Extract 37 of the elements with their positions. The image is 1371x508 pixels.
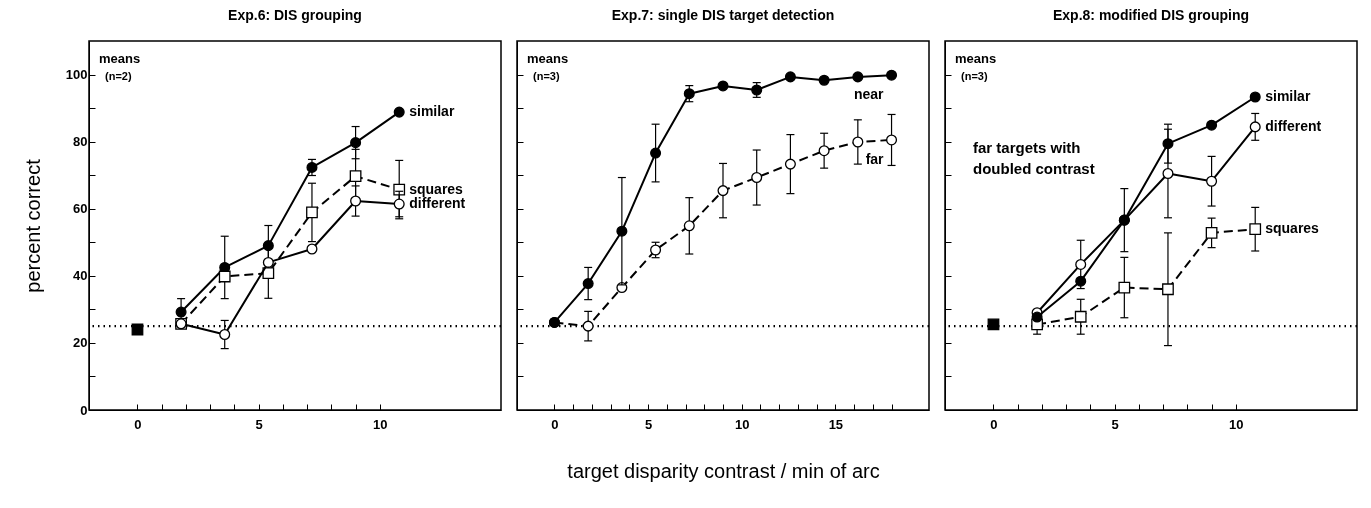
annotation: (n=2) xyxy=(105,70,132,82)
x-tick-label: 10 xyxy=(373,416,388,432)
x-tick-label: 5 xyxy=(644,416,653,432)
annotation: means xyxy=(527,51,569,66)
series-label: different xyxy=(1265,117,1322,134)
x-tick-label: 10 xyxy=(1229,416,1244,432)
series-label: similar xyxy=(1265,88,1311,105)
series-label: similar xyxy=(409,103,455,120)
annotation: means xyxy=(955,51,997,66)
annotation: far targets with xyxy=(973,139,1081,156)
x-tick-label: 0 xyxy=(990,416,998,432)
y-tick-label: 20 xyxy=(73,335,88,351)
y-tick-label: 0 xyxy=(80,402,88,418)
annotation: (n=3) xyxy=(961,70,988,82)
series-label: squares xyxy=(1265,220,1320,237)
x-tick-label: 5 xyxy=(255,416,263,432)
y-tick-label: 80 xyxy=(73,134,88,150)
annotation: means xyxy=(99,51,141,66)
x-tick-label: 5 xyxy=(1111,416,1119,432)
y-tick-label: 40 xyxy=(73,268,88,284)
annotation: (n=3) xyxy=(533,70,560,82)
series-label: different xyxy=(409,195,466,212)
x-tick-label: 0 xyxy=(551,416,559,432)
x-tick-label: 15 xyxy=(828,416,844,432)
x-tick-label: 0 xyxy=(134,416,142,432)
y-axis-title: percent correct xyxy=(21,158,44,293)
x-axis-title: target disparity contrast / min of arc xyxy=(567,459,880,482)
series-label: far xyxy=(865,150,885,167)
y-tick-label: 60 xyxy=(73,201,88,217)
chart-title: Exp.6: DIS grouping xyxy=(228,7,362,23)
series-label: near xyxy=(853,86,885,103)
annotation: doubled contrast xyxy=(973,160,1095,177)
x-tick-label: 10 xyxy=(734,416,750,432)
y-tick-label: 100 xyxy=(65,67,88,83)
chart-title: Exp.8: modified DIS grouping xyxy=(1053,7,1249,23)
chart-title: Exp.7: single DIS target detection xyxy=(611,7,835,23)
series-label: squares xyxy=(409,180,464,197)
